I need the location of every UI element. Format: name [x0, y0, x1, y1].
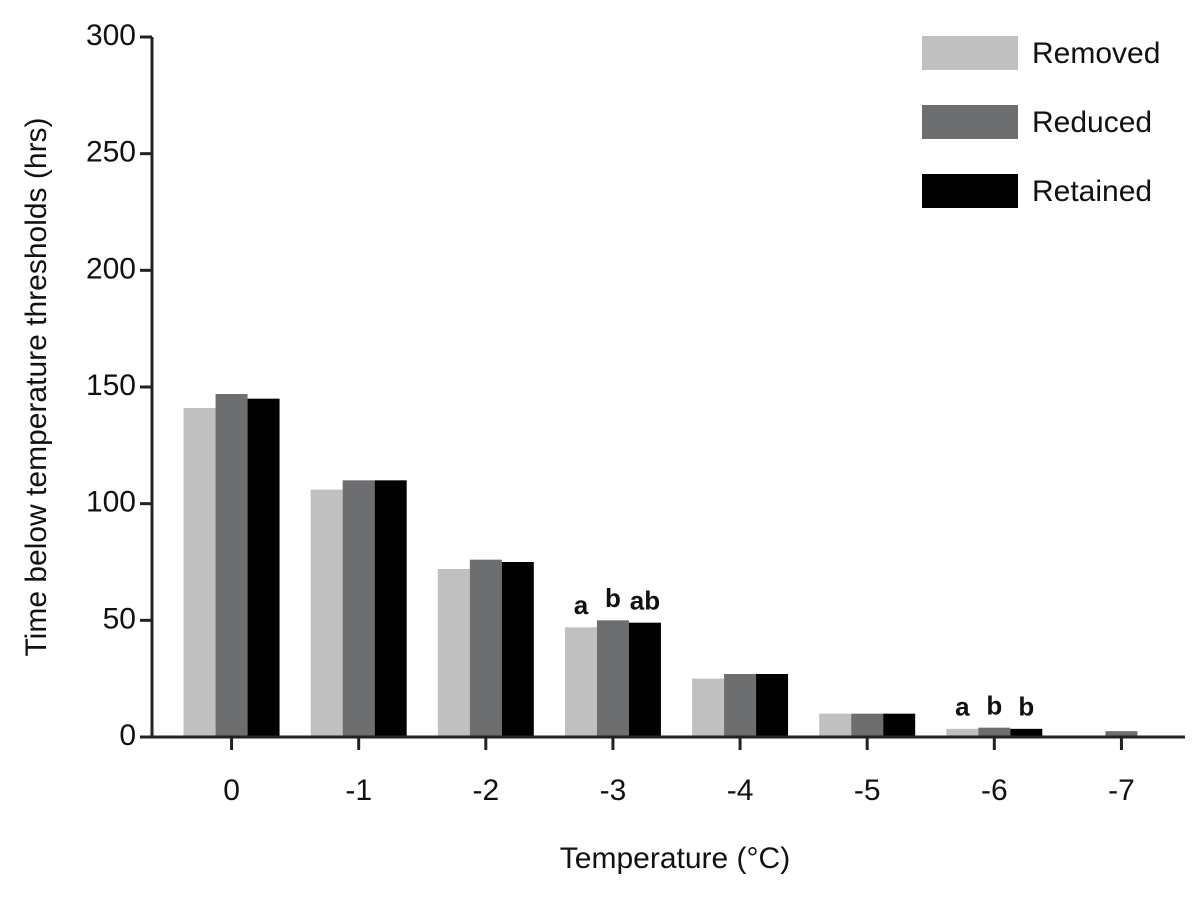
y-tick-label: 200 [86, 252, 136, 285]
bar [469, 559, 502, 737]
x-tick-label: -7 [1108, 774, 1135, 807]
bar [215, 394, 248, 737]
bar [978, 727, 1011, 737]
x-tick-label: -1 [345, 774, 372, 807]
bar [310, 489, 343, 737]
bar [1105, 731, 1138, 737]
legend-swatch [922, 36, 1018, 70]
x-tick-label: -3 [600, 774, 627, 807]
legend-label: Removed [1032, 37, 1160, 70]
significance-label: b [1018, 692, 1034, 722]
legend-label: Reduced [1032, 106, 1152, 139]
y-axis-label: Time below temperature thresholds (hrs) [20, 117, 53, 656]
significance-label: a [574, 590, 589, 620]
y-tick-label: 250 [86, 136, 136, 169]
x-tick-label: -2 [472, 774, 499, 807]
significance-label: b [605, 583, 621, 613]
bar [692, 678, 725, 737]
y-tick-label: 50 [103, 602, 136, 635]
bar [374, 480, 407, 737]
significance-label: a [955, 692, 970, 722]
significance-label: ab [630, 586, 660, 616]
bar [851, 713, 884, 737]
bar [183, 408, 216, 737]
y-tick-label: 150 [86, 369, 136, 402]
y-tick-label: 100 [86, 486, 136, 519]
x-tick-label: -4 [727, 774, 754, 807]
bar [437, 569, 470, 737]
significance-label: b [986, 691, 1002, 721]
legend-swatch [922, 105, 1018, 139]
x-tick-label: -6 [981, 774, 1008, 807]
bar [756, 674, 789, 737]
bar [342, 480, 375, 737]
bar [883, 713, 916, 737]
y-tick-label: 0 [119, 719, 136, 752]
y-tick-label: 300 [86, 19, 136, 52]
bar [564, 627, 597, 737]
bar [1010, 728, 1043, 737]
x-tick-label: 0 [223, 774, 240, 807]
x-tick-label: -5 [854, 774, 881, 807]
bar [628, 622, 661, 737]
legend-label: Retained [1032, 175, 1152, 208]
bar [724, 674, 757, 737]
bar [819, 713, 852, 737]
bar [596, 620, 629, 737]
bar [247, 398, 280, 737]
bar [501, 562, 534, 737]
legend-swatch [922, 174, 1018, 208]
bar [946, 728, 979, 737]
x-axis-label: Temperature (°C) [560, 842, 790, 875]
